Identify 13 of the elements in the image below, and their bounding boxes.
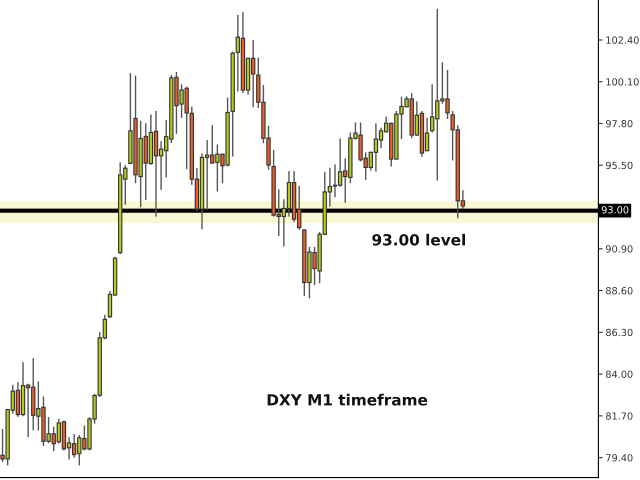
y-tick-label: 84.00 bbox=[606, 370, 633, 378]
ref-line-label: 93.00 bbox=[602, 206, 628, 214]
y-tick-label: 95.50 bbox=[606, 162, 633, 170]
y-tick-label: 97.80 bbox=[606, 120, 633, 128]
annotation: 93.00 level bbox=[372, 234, 465, 246]
y-tick-label: 88.60 bbox=[606, 287, 633, 294]
y-tick-label: 86.30 bbox=[606, 328, 633, 336]
y-tick-label: 81.70 bbox=[606, 412, 633, 420]
y-tick-label: 100.10 bbox=[606, 78, 639, 86]
y-tick-label: 102.40 bbox=[606, 36, 639, 44]
y-tick-label: 90.90 bbox=[606, 245, 633, 253]
y-tick-label: 79.40 bbox=[606, 454, 633, 462]
annotation: DXY M1 timeframe bbox=[268, 394, 428, 406]
